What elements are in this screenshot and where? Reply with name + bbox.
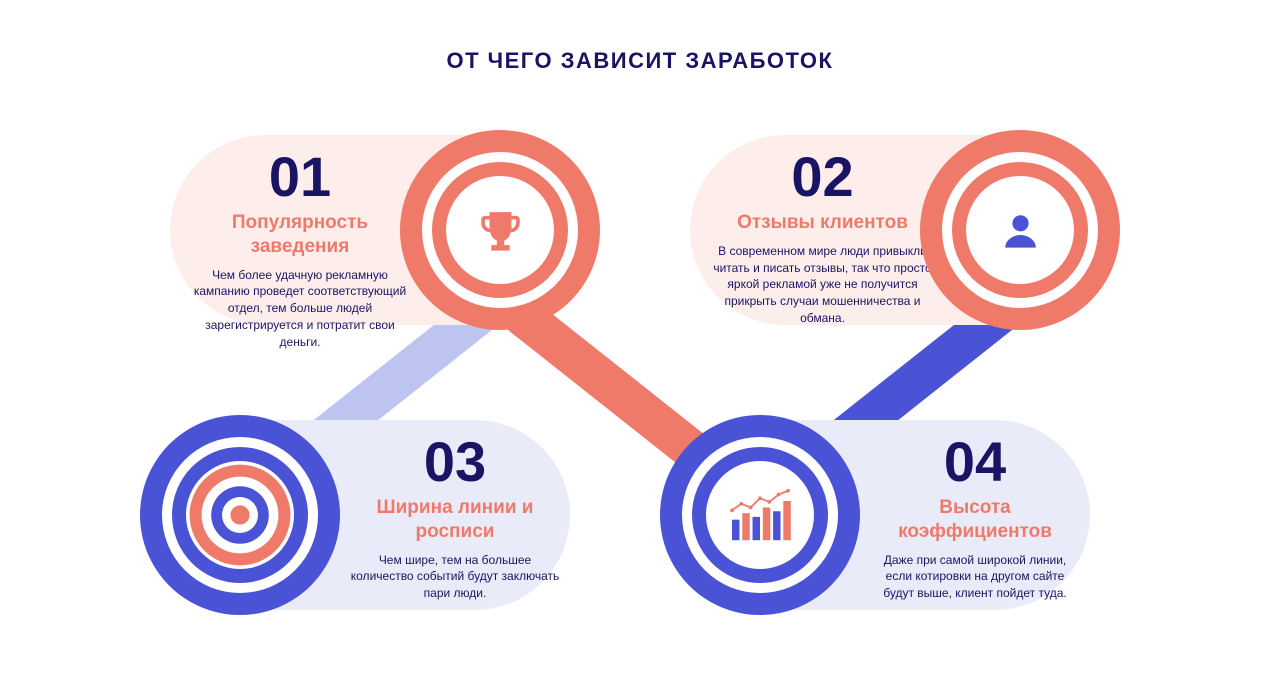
card-title: Высота коэффициентов [870,496,1080,544]
card-title: Популярность заведения [190,211,410,259]
card-number: 03 [350,434,560,490]
target-icon [186,461,294,569]
infographic-stage: 01 Популярность заведения Чем более удач… [0,0,1280,678]
trophy-icon [446,176,554,284]
person-icon [966,176,1074,284]
card-desc: Чем шире, тем на большее количество собы… [350,552,560,602]
ring-barchart [660,415,860,615]
card-desc: В современном мире люди привыкли читать … [710,243,935,327]
card-number: 01 [190,149,410,205]
card-title: Отзывы клиентов [710,211,935,235]
ring-target [140,415,340,615]
barchart-icon [706,461,814,569]
card-number: 02 [710,149,935,205]
ring-trophy [400,130,600,330]
ring-person [920,130,1120,330]
card-number: 04 [870,434,1080,490]
card-desc: Даже при самой широкой линии, если котир… [870,552,1080,602]
card-desc: Чем более удачную рекламную кампанию про… [190,267,410,351]
card-title: Ширина линии и росписи [350,496,560,544]
